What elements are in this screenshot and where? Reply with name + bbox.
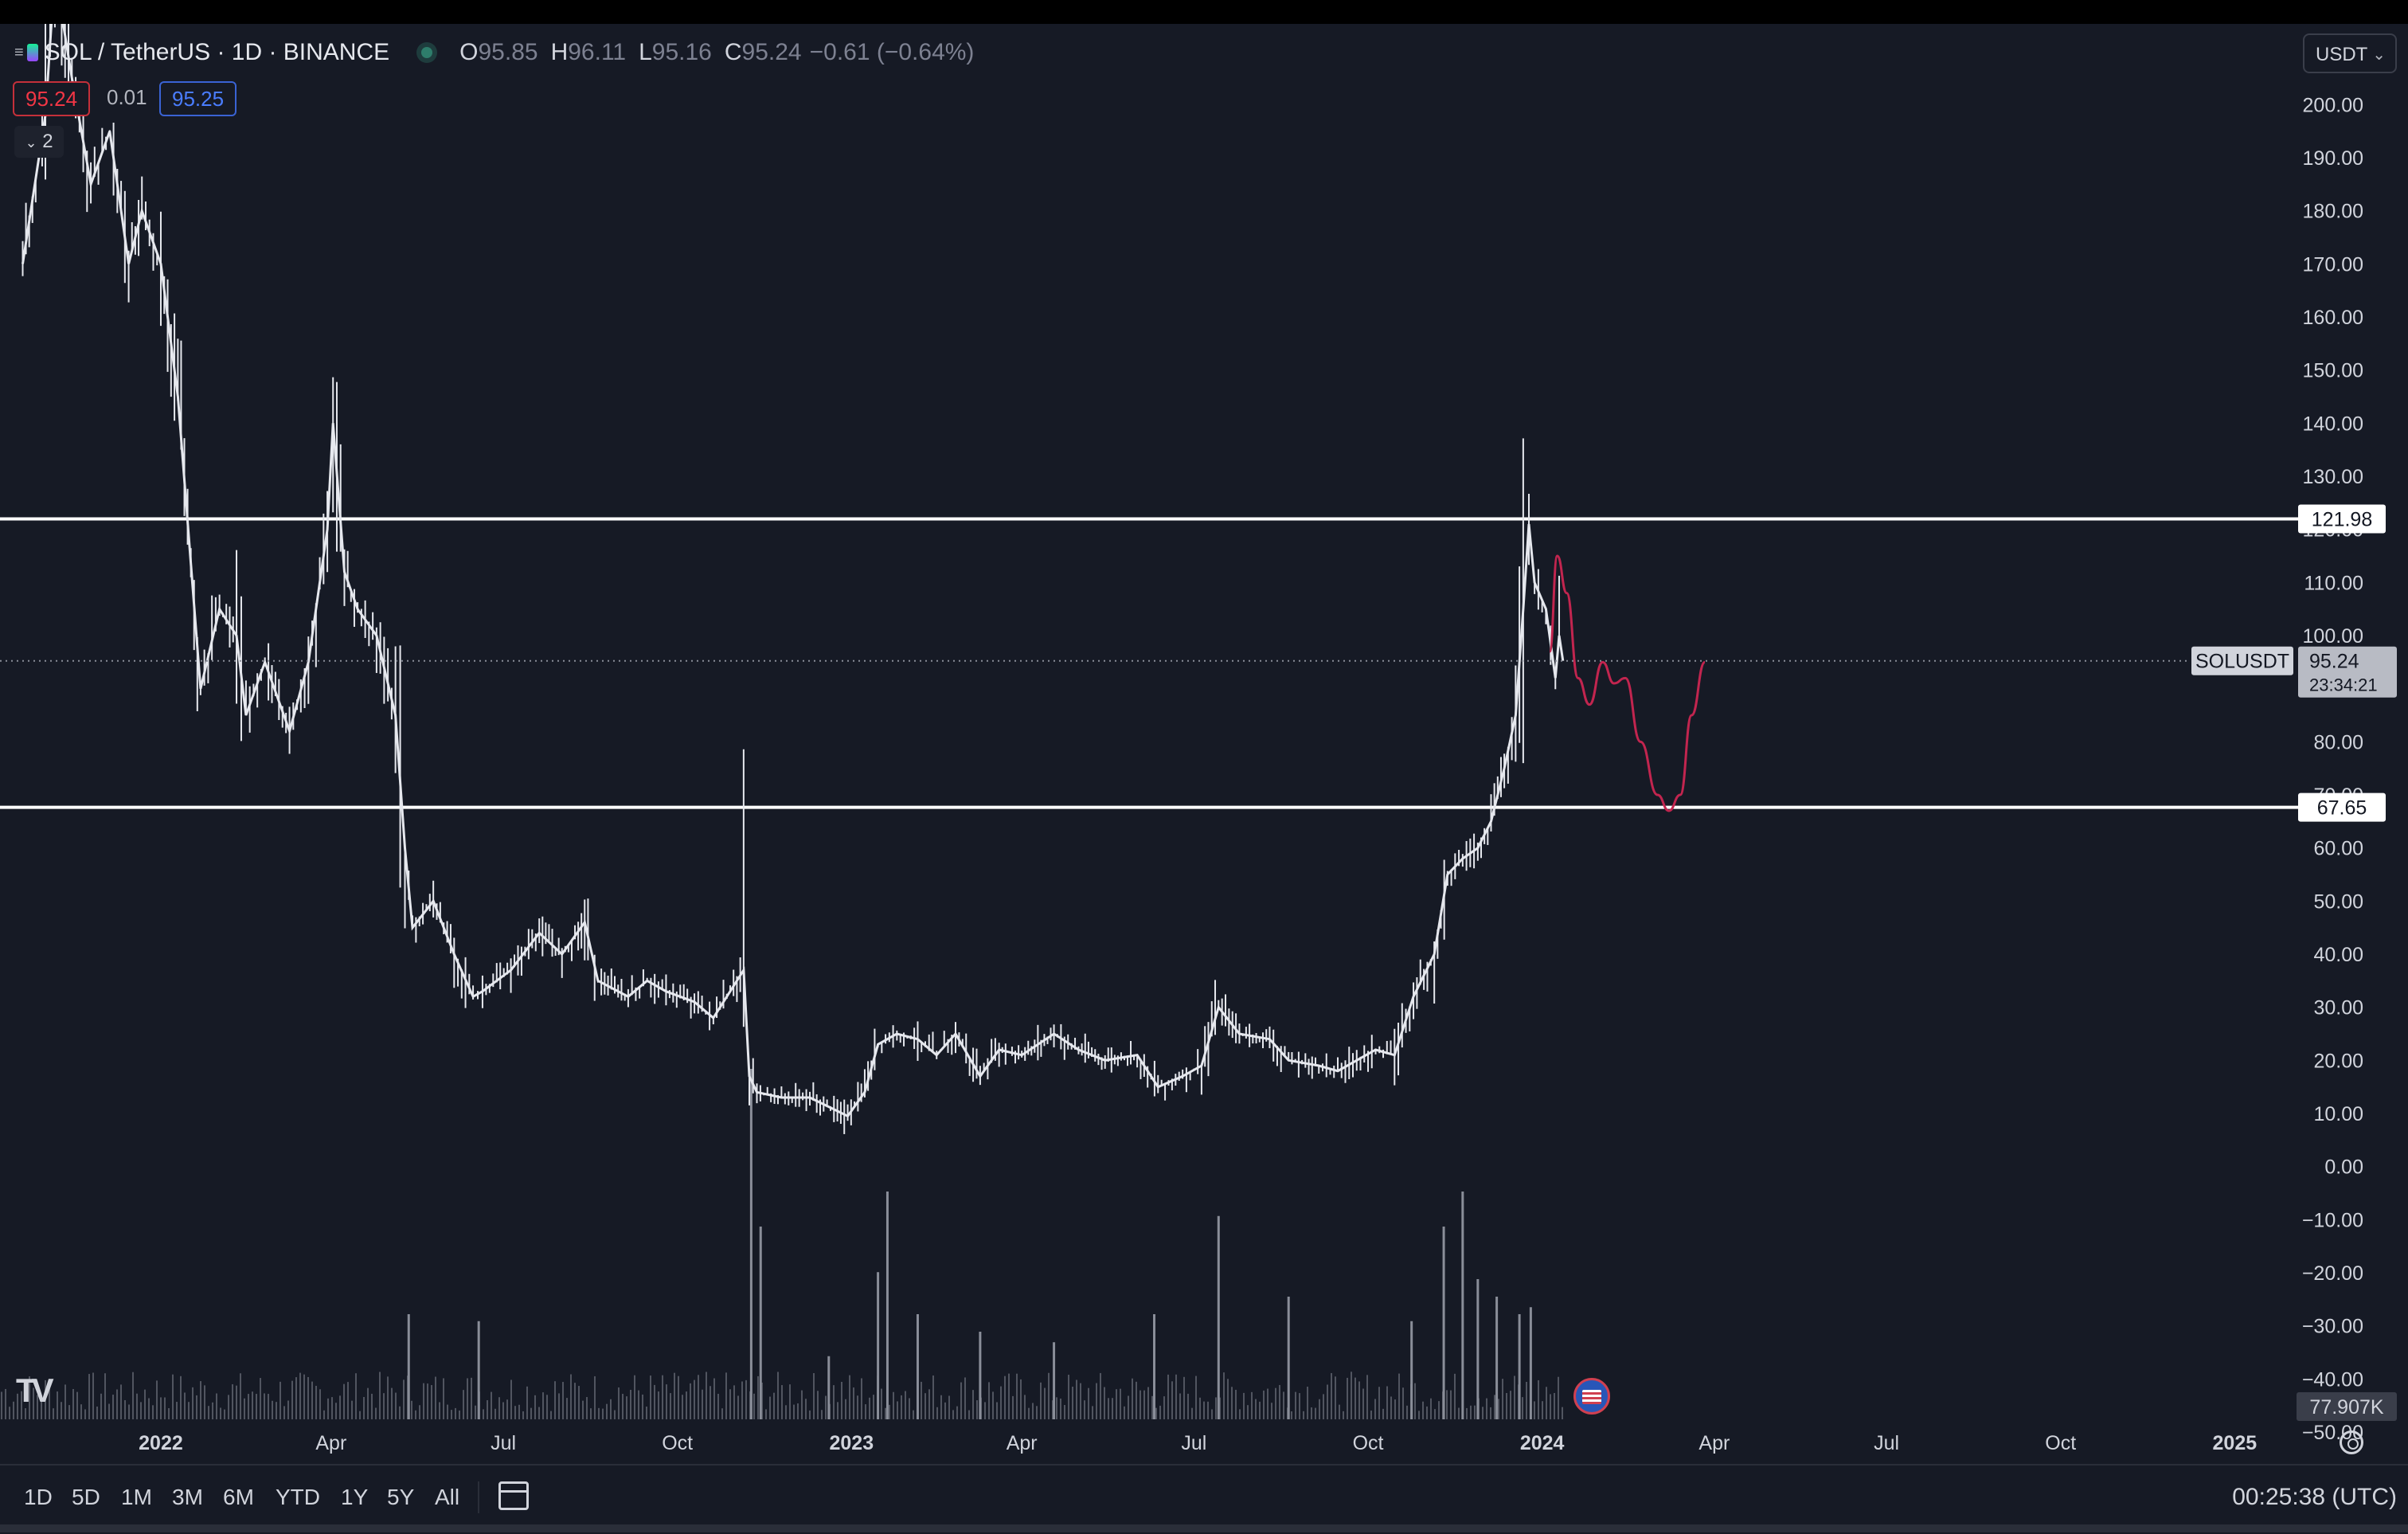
ohlc-close-value: 95.24 (741, 39, 802, 65)
y-tick-label: −30.00 (2302, 1316, 2363, 1338)
level-price-tag (2298, 504, 2386, 534)
utc-clock[interactable]: 00:25:38 (UTC) (2232, 1484, 2397, 1510)
spread-value: 0.01 (107, 85, 147, 109)
price-series (22, 24, 1565, 1134)
y-tick-label: 170.00 (2303, 253, 2363, 276)
ohlc-high-key: H (550, 39, 569, 65)
range-6m-button[interactable]: 6M (223, 1485, 254, 1509)
y-tick-label: 140.00 (2303, 413, 2363, 435)
ohlc-low-key: L (639, 39, 652, 65)
volume-scale-label: 77.907K (2309, 1396, 2383, 1419)
symbol-legend[interactable]: ≡ SOL / TetherUS · 1D · BINANCE O 95.85 H… (14, 35, 974, 70)
y-tick-label: 20.00 (2313, 1050, 2363, 1072)
y-tick-label: 60.00 (2313, 838, 2363, 860)
collapse-indicators-button[interactable]: ⌄ 2 (14, 126, 64, 158)
y-tick-label: 110.00 (2304, 572, 2363, 594)
x-tick-label: Oct (1353, 1432, 1384, 1454)
range-1d-button[interactable]: 1D (24, 1485, 53, 1509)
y-tick-label: 10.00 (2313, 1103, 2363, 1125)
x-tick-label: 2025 (2213, 1432, 2258, 1454)
bottom-toolbar: 1D 5D 1M 3M 6M YTD 1Y 5Y All 00:25:38 (U… (0, 1464, 2408, 1534)
y-tick-label: 160.00 (2303, 307, 2363, 329)
y-tick-label: 30.00 (2313, 997, 2363, 1019)
last-price-tag (2298, 646, 2397, 698)
sell-button[interactable]: 95.24 (13, 81, 91, 116)
x-tick-label: 2022 (139, 1432, 183, 1454)
buy-button[interactable]: 95.25 (159, 81, 237, 116)
x-tick-label: Apr (1007, 1432, 1038, 1454)
indicator-count: 2 (42, 131, 53, 152)
solana-logo-icon (26, 44, 38, 61)
last-price-label: 95.24 (2309, 651, 2359, 673)
level-price-tag (2298, 792, 2386, 822)
price-chart[interactable]: 200.00 190.00 180.00 170.00 160.00 150.00 140.… (0, 24, 2408, 1462)
symbol-tag (2191, 646, 2293, 675)
horizontal-levels (0, 517, 2298, 809)
x-tick-label: Apr (315, 1432, 346, 1454)
ohlc-high-value: 96.11 (568, 39, 627, 65)
range-all-button[interactable]: All (435, 1485, 460, 1509)
ohlc-low-value: 95.16 (651, 39, 712, 65)
x-tick-label: Jul (491, 1432, 516, 1454)
range-ytd-button[interactable]: YTD (276, 1485, 320, 1509)
chevron-down-icon: ⌄ (25, 135, 37, 151)
menu-icon[interactable]: ≡ (14, 43, 24, 61)
time-axis: 2022 Apr Jul Oct 2023 Apr Jul Oct 2024 Apr Jul Oct 2… (139, 1392, 2397, 1454)
y-tick-label: 200.00 (2303, 94, 2363, 116)
ohlc-open-value: 95.85 (478, 39, 538, 65)
y-tick-label: 0.00 (2324, 1156, 2363, 1179)
countdown-label: 23:34:21 (2309, 675, 2378, 695)
currency-label: USDT (2316, 44, 2368, 65)
calendar-goto-icon[interactable] (498, 1481, 529, 1510)
window-top-bar (0, 0, 2408, 24)
y-tick-label: −40.00 (2302, 1368, 2363, 1391)
y-tick-label: 80.00 (2313, 731, 2363, 753)
change-value: −0.61 (−0.64%) (809, 39, 975, 65)
range-5y-button[interactable]: 5Y (387, 1485, 415, 1509)
projection-series (1548, 554, 1706, 812)
y-tick-label: 180.00 (2303, 201, 2363, 223)
currency-select[interactable]: USDT ⌄ (2303, 33, 2397, 73)
toolbar-divider (478, 1481, 479, 1513)
volume-bars (1, 1069, 1563, 1419)
symbol-tag-label: SOLUSDT (2195, 651, 2289, 673)
window-bottom-strip (0, 1524, 2408, 1532)
y-tick-label: 130.00 (2303, 466, 2363, 488)
economic-events-flag-icon[interactable] (1573, 1378, 1610, 1415)
y-tick-label: −20.00 (2302, 1262, 2363, 1285)
ohlc-open-key: O (459, 39, 479, 65)
volume-scale-tag (2297, 1392, 2397, 1421)
y-tick-label: 40.00 (2313, 944, 2363, 966)
y-tick-label: 100.00 (2303, 625, 2363, 648)
x-tick-label: Jul (1874, 1432, 1899, 1454)
settings-icon[interactable] (2340, 1430, 2363, 1454)
ohlc-close-key: C (724, 39, 742, 65)
x-tick-label: 2024 (1520, 1432, 1565, 1454)
symbol-title[interactable]: SOL / TetherUS · 1D · BINANCE (44, 39, 390, 65)
x-tick-label: 2023 (829, 1432, 874, 1454)
chevron-down-icon: ⌄ (2372, 46, 2386, 64)
y-tick-label: 150.00 (2303, 360, 2363, 382)
range-1y-button[interactable]: 1Y (341, 1485, 369, 1509)
x-tick-label: Oct (662, 1432, 693, 1454)
projection-line (1548, 554, 1706, 812)
y-tick-label: 50.00 (2313, 890, 2363, 913)
x-tick-label: Jul (1181, 1432, 1206, 1454)
range-5d-button[interactable]: 5D (72, 1485, 100, 1509)
y-tick-label: −10.00 (2302, 1209, 2363, 1231)
range-3m-button[interactable]: 3M (172, 1485, 203, 1509)
x-tick-label: Apr (1698, 1432, 1730, 1454)
x-tick-label: Oct (2045, 1432, 2076, 1454)
live-status-icon (421, 47, 433, 58)
price-axis: 200.00 190.00 180.00 170.00 160.00 150.00 140.… (2298, 94, 2386, 1444)
y-tick-label: 190.00 (2303, 147, 2363, 170)
tradingview-logo-icon[interactable]: TV (16, 1372, 54, 1409)
range-1m-button[interactable]: 1M (121, 1485, 152, 1509)
level-price-label: 121.98 (2312, 508, 2372, 530)
level-price-label: 67.65 (2317, 797, 2367, 820)
price-line (22, 24, 1565, 1118)
